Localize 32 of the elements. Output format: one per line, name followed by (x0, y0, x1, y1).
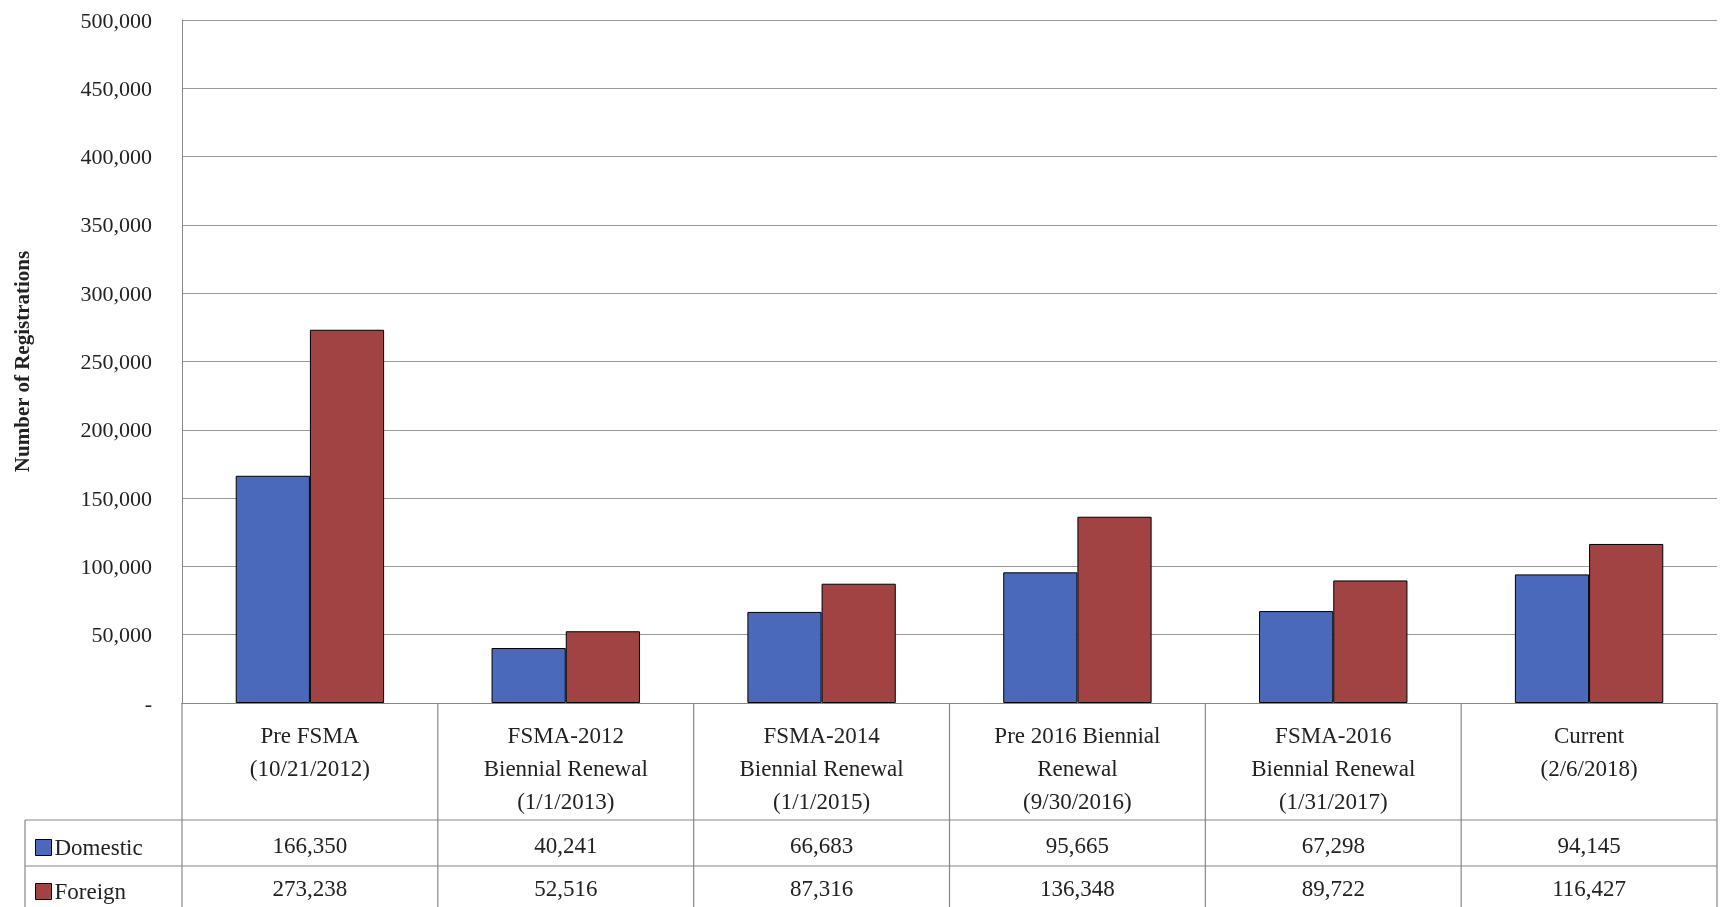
data-label: 40,241 (534, 832, 598, 858)
legend-label: Foreign (54, 879, 127, 904)
data-label: 116,427 (1552, 876, 1627, 901)
data-label: 66,683 (789, 832, 854, 858)
y-tick-label: 100,000 (80, 553, 152, 579)
y-axis-title: Number of Registrations (9, 250, 34, 473)
x-tick-label: FSMA-2014 Biennial Renewal (1/1/2015) (739, 723, 904, 814)
data-label: 95,665 (1045, 832, 1110, 858)
data-label: 89,722 (1301, 876, 1365, 901)
x-tick-label: FSMA-2016 Biennial Renewal (1/31/2017) (1251, 723, 1416, 814)
y-tick-label: 150,000 (80, 485, 152, 511)
data-label: 87,316 (789, 876, 854, 901)
y-tick-label: 400,000 (80, 144, 152, 170)
data-label: 67,298 (1301, 832, 1365, 858)
y-tick-label: 50,000 (91, 622, 152, 648)
x-tick-label: Pre 2016 Biennial Renewal (9/30/2016) (994, 723, 1161, 814)
y-tick-label: 350,000 (80, 212, 152, 238)
x-tick-label: Pre FSMA (10/21/2012) (249, 723, 370, 781)
y-tick-label: 200,000 (80, 417, 152, 443)
y-tick-label: 500,000 (80, 7, 152, 33)
y-tick-label: - (144, 690, 152, 716)
data-label: 94,145 (1557, 832, 1621, 858)
data-label: 52,516 (534, 876, 598, 901)
data-label: 273,238 (272, 876, 348, 901)
y-tick-label: 250,000 (80, 349, 152, 374)
data-label: 136,348 (1040, 876, 1115, 901)
x-tick-label: Current (2/6/2018) (1540, 723, 1638, 781)
data-label: 166,350 (272, 832, 348, 858)
legend-label: Domestic (54, 835, 143, 860)
y-tick-label: 450,000 (80, 75, 152, 101)
x-tick-label: FSMA-2012 Biennial Renewal (1/1/2013) (483, 723, 648, 814)
y-tick-label: 300,000 (80, 280, 152, 306)
